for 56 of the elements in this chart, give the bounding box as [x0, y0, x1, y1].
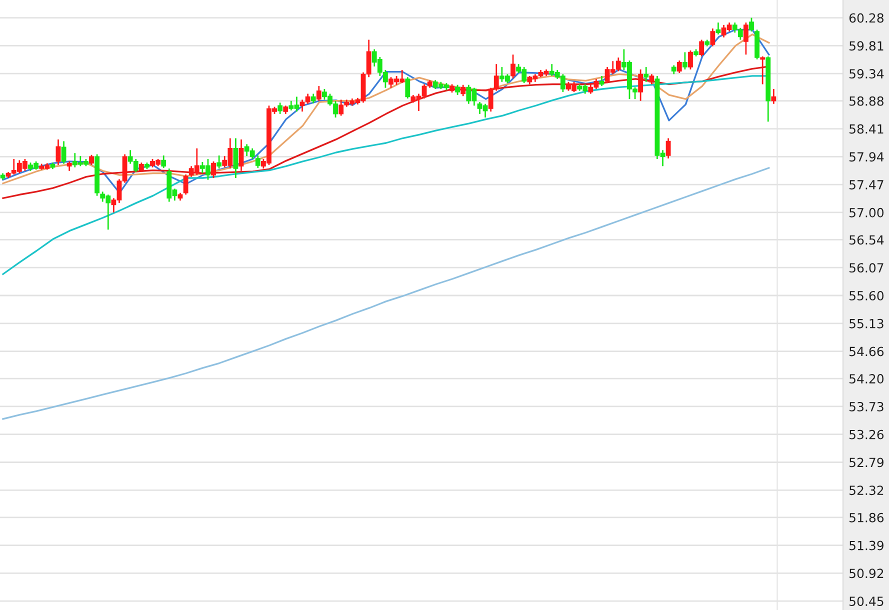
candlestick — [310, 93, 316, 104]
y-tick-label: 53.26 — [850, 430, 884, 440]
y-tick-label: 56.54 — [850, 235, 884, 245]
candlestick — [278, 102, 283, 115]
candlestick — [510, 54, 516, 80]
y-tick-label: 56.07 — [850, 263, 884, 273]
candlestick — [710, 28, 716, 47]
candlestick — [599, 75, 604, 87]
candlestick — [138, 162, 144, 173]
candlestick — [61, 140, 66, 164]
candlestick — [743, 22, 748, 56]
candlestick — [216, 154, 222, 170]
candlestick — [716, 22, 721, 36]
candlestick — [688, 50, 693, 70]
y-tick-label: 54.20 — [850, 374, 884, 384]
y-tick-label: 55.13 — [850, 318, 884, 328]
y-tick-label: 57.47 — [850, 180, 884, 190]
candlestick — [455, 84, 460, 96]
candlestick — [56, 138, 61, 166]
candlestick — [771, 88, 776, 105]
y-tick-label: 58.41 — [850, 124, 884, 134]
candlestick — [238, 138, 244, 172]
candlestick — [316, 85, 322, 102]
candlestick — [699, 39, 704, 58]
y-tick-label: 53.73 — [850, 402, 884, 412]
candlestick — [211, 160, 216, 179]
candlestick — [233, 138, 238, 179]
y-tick-label: 55.60 — [850, 290, 884, 300]
candlestick — [644, 66, 649, 83]
y-tick-label: 59.81 — [850, 41, 884, 51]
y-tick-label: 50.92 — [850, 568, 884, 578]
candlestick — [66, 160, 72, 172]
y-tick-label: 58.88 — [850, 96, 884, 106]
y-tick-label: 57.00 — [850, 208, 884, 218]
y-tick-label: 59.34 — [850, 69, 884, 79]
candlestick — [183, 174, 188, 196]
candlestick — [666, 138, 671, 160]
y-tick-label: 50.45 — [850, 596, 884, 606]
candlestick — [760, 56, 766, 85]
candlestick — [638, 68, 644, 102]
y-tick-label: 51.39 — [850, 540, 884, 550]
candlestick — [676, 60, 682, 74]
y-tick-label: 57.94 — [850, 152, 884, 162]
candlestick — [649, 73, 654, 85]
y-tick-label: 60.28 — [849, 13, 884, 23]
candlestick — [255, 154, 260, 169]
y-tick-label: 51.86 — [850, 512, 884, 522]
candlestick — [749, 17, 754, 32]
candlestick — [161, 154, 166, 169]
candlestick — [682, 52, 688, 70]
y-tick-label: 52.32 — [850, 486, 884, 496]
candlestick — [89, 154, 94, 166]
candlestick — [405, 76, 410, 100]
y-tick-label: 52.79 — [850, 458, 884, 468]
y-tick-label: 54.66 — [850, 346, 884, 356]
candlestick — [460, 84, 466, 97]
